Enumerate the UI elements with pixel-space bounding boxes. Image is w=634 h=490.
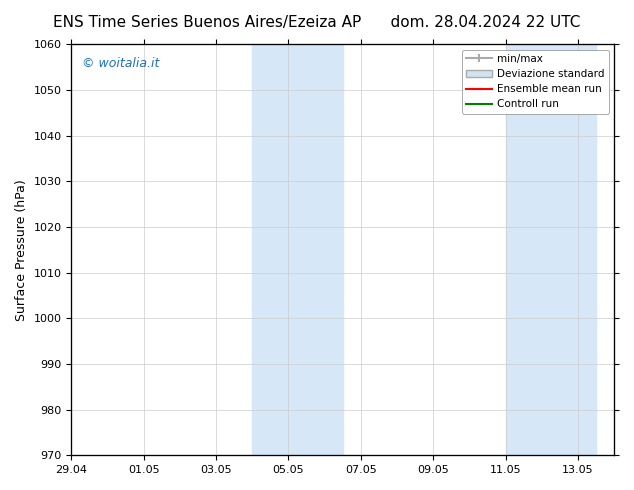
Text: ENS Time Series Buenos Aires/Ezeiza AP      dom. 28.04.2024 22 UTC: ENS Time Series Buenos Aires/Ezeiza AP d… [53, 15, 581, 30]
Legend: min/max, Deviazione standard, Ensemble mean run, Controll run: min/max, Deviazione standard, Ensemble m… [462, 49, 609, 114]
Text: © woitalia.it: © woitalia.it [82, 57, 160, 70]
Bar [505, 45, 596, 455]
Y-axis label: Surface Pressure (hPa): Surface Pressure (hPa) [15, 179, 28, 320]
Bar [252, 45, 343, 455]
